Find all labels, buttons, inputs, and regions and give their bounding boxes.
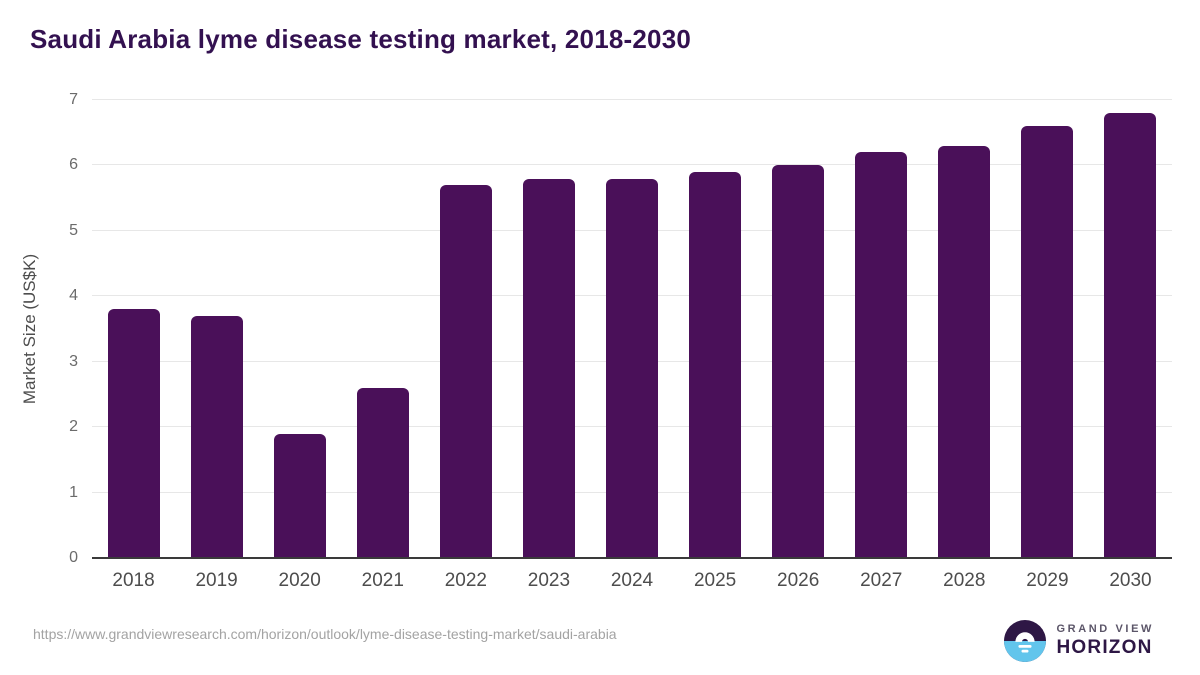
bar-2030[interactable] xyxy=(1104,113,1157,558)
x-tick-label-2027: 2027 xyxy=(860,570,903,591)
x-tick-label-2026: 2026 xyxy=(777,570,820,591)
bar-2024[interactable] xyxy=(606,178,658,558)
bar-2018[interactable] xyxy=(107,309,160,558)
bar-column-2022: 2022 xyxy=(424,100,507,591)
logo-text-grand-view: GRAND VIEW xyxy=(1056,623,1154,636)
bar-column-2025: 2025 xyxy=(674,100,757,591)
bar-column-2028: 2028 xyxy=(923,100,1006,591)
bar-2022[interactable] xyxy=(439,185,492,558)
bar-2026[interactable] xyxy=(772,165,825,558)
x-tick-label-2030: 2030 xyxy=(1109,570,1152,591)
x-tick-label-2019: 2019 xyxy=(195,570,238,591)
bar-2023[interactable] xyxy=(522,178,575,558)
y-tick-label-3: 3 xyxy=(69,352,78,370)
x-tick-label-2028: 2028 xyxy=(943,570,986,591)
x-tick-label-2029: 2029 xyxy=(1026,570,1069,591)
plot-area: 2018 2019 2020 2021 2022 2023 2024 2025 2026 2027… xyxy=(92,99,1172,591)
bar-2025[interactable] xyxy=(689,171,742,558)
bars-container: 2018 2019 2020 2021 2022 2023 2024 2025 2026 2027… xyxy=(92,100,1172,591)
x-tick-label-2023: 2023 xyxy=(527,570,571,591)
source-url[interactable]: https://www.grandviewresearch.com/horizo… xyxy=(33,626,617,642)
y-tick-label-6: 6 xyxy=(69,156,78,174)
y-tick-label-5: 5 xyxy=(69,221,78,239)
y-tick-label-2: 2 xyxy=(69,418,78,436)
bar-column-2019: 2019 xyxy=(175,100,258,591)
gridline-y-6 xyxy=(92,164,1172,166)
x-tick-label-2020: 2020 xyxy=(278,570,321,591)
bar-column-2027: 2027 xyxy=(840,100,923,591)
x-tick-label-2018: 2018 xyxy=(112,570,155,591)
x-tick-label-2021: 2021 xyxy=(361,570,404,591)
x-tick-label-2022: 2022 xyxy=(444,570,487,591)
gridline-y-7 xyxy=(92,99,1172,100)
bar-column-2023: 2023 xyxy=(507,100,590,591)
bar-column-2021: 2021 xyxy=(341,100,424,591)
bar-column-2020: 2020 xyxy=(258,100,341,591)
x-tick-label-2025: 2025 xyxy=(693,570,737,591)
bar-2019[interactable] xyxy=(190,315,243,558)
bar-2021[interactable] xyxy=(356,387,409,558)
x-tick-label-2024: 2024 xyxy=(610,570,654,591)
grand-view-horizon-logo: GRAND VIEW HORIZON xyxy=(1003,620,1155,662)
y-tick-label-7: 7 xyxy=(69,91,78,108)
bar-column-2029: 2029 xyxy=(1006,100,1089,591)
y-tick-label-1: 1 xyxy=(69,483,78,501)
y-tick-label-0: 0 xyxy=(69,549,78,566)
chart-title: Saudi Arabia lyme disease testing market… xyxy=(30,24,692,54)
bar-column-2018: 2018 xyxy=(92,100,175,591)
y-axis-tick-labels: 0 1 2 3 4 5 6 7 xyxy=(0,91,78,566)
bar-2020[interactable] xyxy=(273,433,326,558)
logo-text-horizon: HORIZON xyxy=(1056,636,1153,658)
x-axis-line xyxy=(92,557,1172,559)
bar-column-2030: 2030 xyxy=(1089,100,1172,591)
bar-2029[interactable] xyxy=(1021,126,1074,558)
bar-column-2024: 2024 xyxy=(590,100,673,591)
bar-2028[interactable] xyxy=(938,145,991,558)
logo-text: GRAND VIEW HORIZON xyxy=(1057,623,1155,658)
horizon-sun-icon xyxy=(1003,620,1046,662)
bar-column-2026: 2026 xyxy=(757,100,840,591)
bar-2027[interactable] xyxy=(855,152,908,558)
y-tick-label-4: 4 xyxy=(69,287,78,305)
